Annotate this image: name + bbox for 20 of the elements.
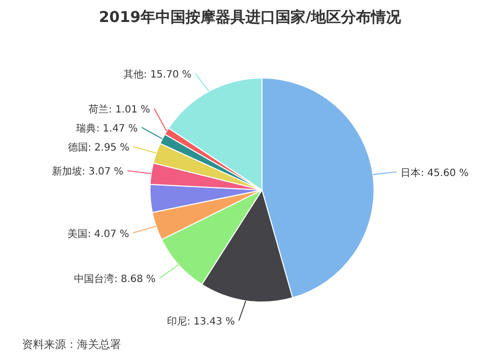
data-label: : 13.43 %	[187, 316, 235, 328]
data-label: : 1.47 %	[96, 124, 138, 134]
data-label: : 1.01 %	[108, 104, 150, 116]
data-label: : 4.07 %	[88, 228, 130, 240]
data-label: : 8.68 %	[114, 274, 156, 286]
slice-label: 荷兰	[88, 104, 109, 116]
text: 资料来源：海关总署	[22, 338, 121, 351]
data-label: : 45.60 %	[420, 168, 469, 179]
slice-label: 瑞典	[76, 122, 96, 134]
chart-title: 2019年中国按摩器具进口国家/地区分布情况	[98, 8, 402, 26]
data-label: : 2.95 %	[88, 142, 130, 154]
slice-label: 中国台湾	[74, 273, 114, 286]
data-label: : 15.70 %	[144, 70, 192, 81]
slice-label: 新加坡	[52, 166, 82, 178]
slice-label: 美国	[68, 228, 88, 240]
data-label: : 3.07 %	[82, 166, 124, 178]
slice-label: 其他	[124, 68, 144, 81]
slice-label: 日本	[400, 166, 421, 179]
slice-label: 德国	[68, 142, 88, 154]
slice-label: 印尼	[167, 316, 188, 328]
